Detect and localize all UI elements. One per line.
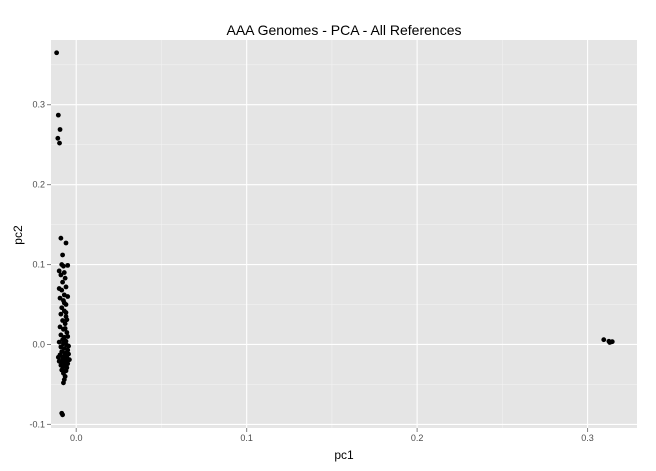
data-point bbox=[58, 311, 64, 317]
data-point bbox=[54, 50, 60, 56]
y-axis-label: pc2 bbox=[11, 225, 25, 245]
data-point bbox=[66, 343, 71, 349]
data-point bbox=[65, 294, 71, 299]
data-point bbox=[57, 140, 62, 146]
data-point bbox=[55, 354, 61, 360]
data-point bbox=[64, 317, 70, 323]
x-tick-label: 0.0 bbox=[70, 433, 83, 443]
data-point bbox=[601, 337, 607, 343]
data-point bbox=[55, 112, 61, 118]
data-point bbox=[57, 324, 63, 330]
data-point bbox=[58, 235, 64, 241]
data-point bbox=[62, 275, 68, 281]
x-axis-label: pc1 bbox=[334, 448, 354, 462]
data-point bbox=[62, 326, 68, 331]
data-point bbox=[59, 305, 65, 311]
data-point bbox=[56, 286, 62, 291]
data-point bbox=[57, 127, 63, 132]
data-point bbox=[56, 268, 62, 274]
data-point bbox=[63, 240, 69, 246]
data-point bbox=[57, 295, 63, 301]
y-tick-label: 0.2 bbox=[32, 180, 45, 190]
data-point bbox=[60, 279, 65, 285]
plot-panel bbox=[51, 40, 637, 428]
data-point bbox=[607, 340, 613, 345]
data-point bbox=[61, 380, 66, 386]
data-point bbox=[56, 339, 62, 345]
data-point bbox=[60, 412, 65, 418]
data-point bbox=[61, 263, 66, 269]
data-point bbox=[63, 284, 69, 290]
data-point bbox=[60, 318, 65, 323]
x-tick-label: 0.2 bbox=[411, 433, 424, 443]
y-tick-label: 0.0 bbox=[32, 339, 45, 349]
data-point bbox=[65, 347, 71, 353]
data-point bbox=[55, 135, 61, 141]
data-point bbox=[64, 330, 70, 335]
x-tick-label: 0.1 bbox=[240, 433, 253, 443]
data-point bbox=[58, 332, 64, 338]
data-point bbox=[58, 272, 64, 278]
data-point bbox=[67, 357, 72, 363]
chart-title: AAA Genomes - PCA - All References bbox=[227, 22, 462, 38]
axis-ticks bbox=[47, 104, 589, 432]
data-point bbox=[61, 270, 67, 275]
major-gridlines bbox=[51, 40, 637, 428]
data-point bbox=[65, 334, 71, 339]
y-tick-label: -0.1 bbox=[29, 419, 45, 429]
data-point bbox=[65, 361, 71, 367]
data-point bbox=[65, 262, 71, 268]
y-tick-label: 0.3 bbox=[32, 100, 45, 110]
data-point bbox=[61, 300, 67, 306]
data-point bbox=[62, 321, 68, 327]
data-points bbox=[54, 50, 615, 418]
data-point bbox=[63, 310, 69, 315]
data-point bbox=[59, 367, 65, 373]
data-point bbox=[60, 252, 65, 258]
y-tick-label: 0.1 bbox=[32, 260, 45, 270]
x-tick-label: 0.3 bbox=[581, 433, 594, 443]
tick-labels: 0.0 0.1 0.2 0.3 -0.1 0.0 0.1 0.2 0.3 bbox=[29, 100, 593, 443]
